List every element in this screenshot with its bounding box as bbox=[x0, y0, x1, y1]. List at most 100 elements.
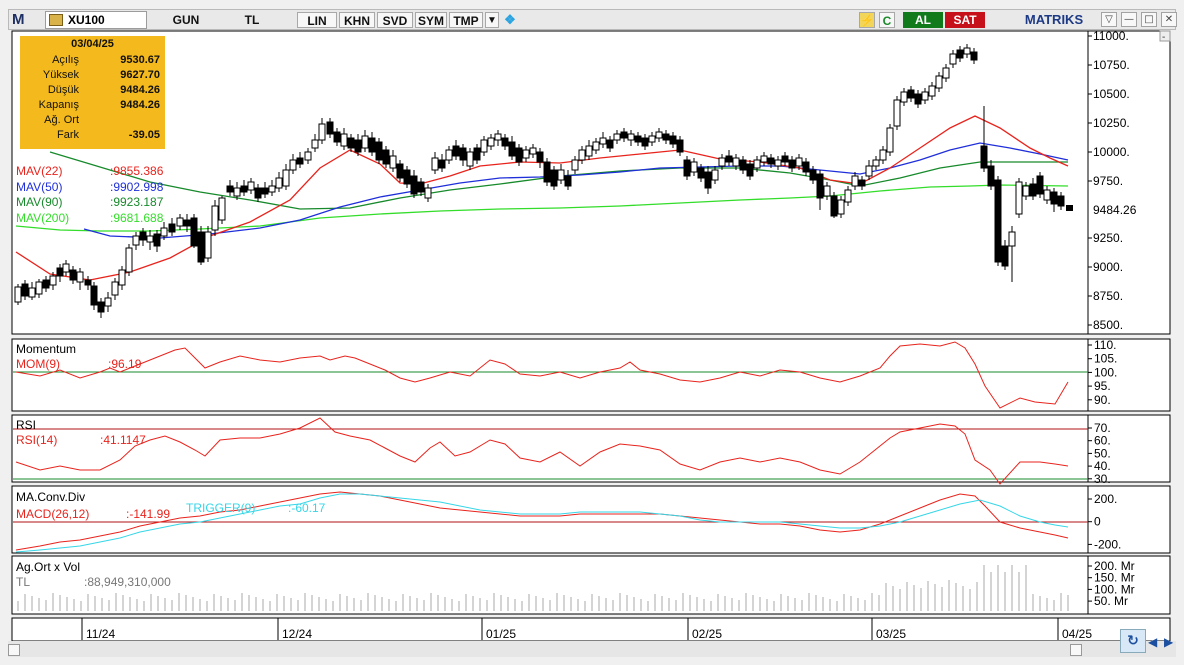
candle-up bbox=[487, 137, 495, 147]
candle-down bbox=[515, 147, 523, 163]
sell-button[interactable]: SAT bbox=[945, 12, 985, 28]
candle-down bbox=[1029, 183, 1037, 197]
info-high-label: Yüksek bbox=[42, 69, 79, 81]
volume-tick-label: 150. Mr bbox=[1094, 571, 1135, 585]
candle-up bbox=[711, 169, 719, 181]
minus-icon: - bbox=[1162, 32, 1165, 43]
price-y-axis: 11000. 10750. 10500. 10250. 10000. 9750. 9250.… bbox=[1088, 29, 1130, 332]
candle-down bbox=[396, 163, 404, 179]
maximize-icon[interactable]: □ bbox=[1141, 12, 1157, 27]
refresh-icon[interactable]: C bbox=[879, 12, 895, 28]
candle-up bbox=[942, 67, 950, 79]
info-close-label: Kapanış bbox=[38, 99, 79, 111]
symbol-selector[interactable]: XU100 bbox=[45, 11, 147, 29]
macd-legend-value: :-141.99 bbox=[126, 507, 170, 521]
trigger-legend-value: :-60.17 bbox=[288, 501, 326, 515]
candle-up bbox=[851, 175, 859, 187]
price-legend: MAV(22) :9855.386 MAV(50) :9902.998 MAV(… bbox=[16, 164, 164, 225]
candle-down bbox=[620, 131, 628, 139]
candle-up bbox=[1022, 185, 1030, 197]
toolbar-item-svd[interactable]: SVD bbox=[377, 12, 413, 28]
chevron-down-icon[interactable]: ▼ bbox=[485, 12, 499, 28]
toolbar-item-tmp[interactable]: TMP bbox=[449, 12, 483, 28]
buy-button[interactable]: AL bbox=[903, 12, 943, 28]
candle-down bbox=[980, 145, 988, 169]
candle-up bbox=[599, 137, 607, 145]
candle-down bbox=[914, 93, 922, 105]
candle-up bbox=[318, 123, 326, 141]
candle-down bbox=[970, 51, 978, 61]
candle-up bbox=[879, 149, 887, 161]
candle-up bbox=[466, 151, 474, 167]
scroll-right-icon[interactable] bbox=[1070, 644, 1082, 656]
candle-up bbox=[494, 133, 502, 141]
volume-value: :88,949,310,000 bbox=[84, 575, 171, 589]
lightning-icon[interactable]: ⚡ bbox=[859, 12, 875, 28]
candle-down bbox=[1057, 195, 1065, 207]
candle-up bbox=[1015, 181, 1023, 215]
candle-down bbox=[508, 141, 516, 157]
scale-button[interactable]: LIN bbox=[297, 12, 337, 28]
candle-up bbox=[627, 133, 635, 141]
candle-up bbox=[424, 187, 432, 199]
arrow-right-icon[interactable]: ▶ bbox=[1164, 635, 1174, 649]
x-axis-area bbox=[11, 617, 1171, 642]
twitter-icon[interactable]: ❖ bbox=[504, 12, 516, 27]
macd-tick-label: 0 bbox=[1094, 515, 1101, 529]
candle-up bbox=[529, 147, 537, 155]
candle-down bbox=[354, 139, 362, 153]
close-icon[interactable]: ✕ bbox=[1161, 12, 1177, 27]
x-tick-label: 04/25 bbox=[1062, 627, 1092, 641]
candle-up bbox=[592, 141, 600, 151]
candle-up bbox=[949, 53, 957, 65]
period-button[interactable]: GUN bbox=[172, 13, 200, 27]
sync-icon[interactable]: ↻ bbox=[1120, 629, 1146, 653]
volume-title: Ag.Ort x Vol bbox=[16, 560, 80, 574]
candle-up bbox=[340, 133, 348, 147]
candle-down bbox=[1001, 245, 1009, 267]
arrow-left-icon[interactable]: ◀ bbox=[1148, 635, 1158, 649]
last-price-marker bbox=[1066, 205, 1073, 211]
macd-line bbox=[15, 491, 1069, 551]
panel-collapse-icon[interactable] bbox=[1159, 30, 1171, 42]
x-tick-label: 03/25 bbox=[876, 627, 906, 641]
mav50-label: MAV(50) bbox=[16, 180, 62, 194]
candle-down bbox=[90, 285, 98, 306]
candle-down bbox=[153, 233, 161, 247]
rsi-legend-label: RSI(14) bbox=[16, 433, 57, 447]
candle-down bbox=[296, 157, 304, 165]
rsi-legend-value: :41.1147 bbox=[100, 433, 146, 447]
candle-up bbox=[361, 135, 369, 149]
chart-toolbar: M XU100 GUN TL LIN KHN SVD SYM TMP ▼ ❖ ⚡… bbox=[8, 9, 1177, 30]
candle-down bbox=[564, 175, 572, 187]
minimize-icon[interactable]: — bbox=[1121, 12, 1137, 27]
candle-down bbox=[254, 187, 262, 199]
candle-down bbox=[240, 185, 248, 193]
candle-down bbox=[139, 231, 147, 241]
price-tick-label: 8500. bbox=[1093, 318, 1123, 332]
last-price-label: 9484.26 bbox=[1093, 203, 1137, 217]
dropdown-icon[interactable]: ▽ bbox=[1101, 12, 1117, 27]
candle-up bbox=[655, 131, 663, 139]
candle-up bbox=[218, 197, 226, 221]
rsi-title: RSI bbox=[16, 418, 36, 432]
volume-tick-label: 50. Mr bbox=[1094, 594, 1128, 608]
trigger-legend-label: TRIGGER(9) bbox=[186, 501, 255, 515]
currency-button[interactable]: TL bbox=[244, 13, 260, 27]
macd-panel-area bbox=[11, 485, 1171, 554]
candle-down bbox=[226, 185, 234, 193]
scroll-left-icon[interactable] bbox=[8, 644, 20, 656]
price-tick-label: 10000. bbox=[1093, 145, 1130, 159]
toolbar-item-sym[interactable]: SYM bbox=[415, 12, 447, 28]
info-row-high: Yüksek 9627.70 bbox=[20, 69, 165, 83]
candle-up bbox=[900, 91, 908, 103]
candle-down bbox=[168, 223, 176, 233]
candle-down bbox=[809, 169, 817, 181]
toolbar-item-khn[interactable]: KHN bbox=[339, 12, 375, 28]
candle-up bbox=[928, 85, 936, 97]
rsi-tick-label: 40. bbox=[1094, 459, 1111, 473]
mav50-line bbox=[83, 142, 1069, 239]
info-low-label: Düşük bbox=[47, 84, 79, 96]
candle-down bbox=[459, 147, 467, 161]
rsi-tick-label: 70. bbox=[1094, 421, 1111, 435]
